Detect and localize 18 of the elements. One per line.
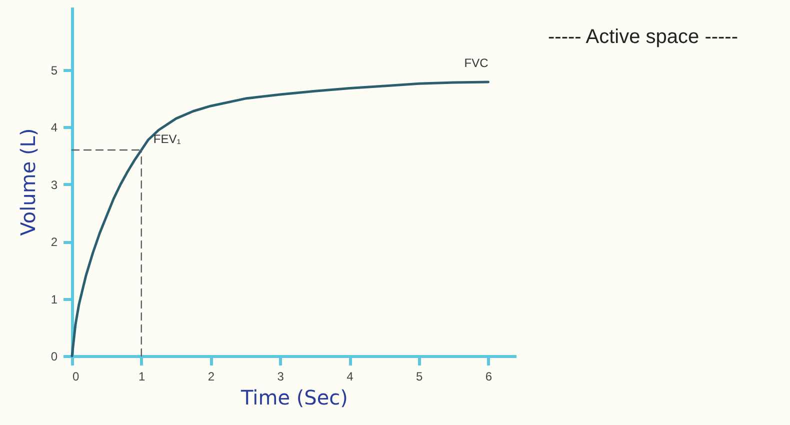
y-tick-label: 1 [50, 292, 58, 306]
x-tick-label: 2 [208, 370, 215, 384]
y-tick-label: 2 [50, 235, 58, 250]
x-tick-label: 6 [485, 370, 492, 384]
annotation: FVC [464, 56, 489, 70]
y-tick-label: 3 [50, 178, 58, 192]
x-tick-label: 0 [72, 370, 80, 384]
x-axis-title: Time (Sec) [240, 386, 348, 410]
y-tick-label: 5 [50, 63, 58, 78]
annotation: FEV₁ [153, 132, 181, 146]
text: ----- Active space ----- [548, 26, 738, 49]
x-tick-label: 3 [277, 370, 284, 384]
y-axis-title: Volume (L) [16, 128, 40, 236]
x-tick-label: 1 [138, 370, 146, 384]
x-tick-label: 5 [416, 370, 424, 384]
x-tick-label: 4 [346, 370, 354, 384]
y-tick-label: 0 [50, 350, 58, 364]
y-tick-label: 4 [50, 120, 58, 135]
